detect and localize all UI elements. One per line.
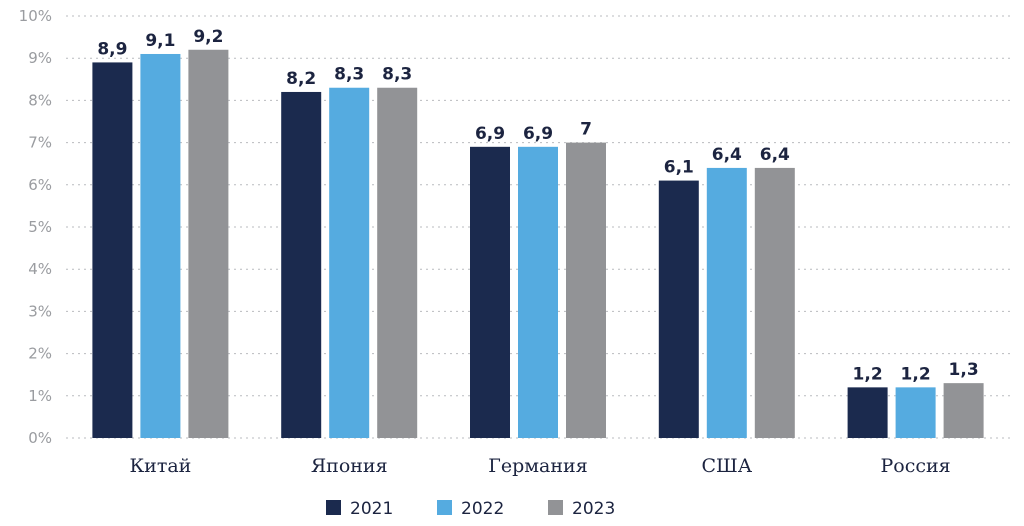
bar-2022: [140, 53, 181, 438]
category-label: Россия: [881, 455, 951, 477]
y-tick-label: 6%: [28, 176, 52, 194]
bar-2023: [377, 87, 418, 439]
bar-2022: [895, 387, 936, 438]
y-tick-label: 2%: [28, 345, 52, 363]
bar-2021: [658, 180, 699, 438]
value-label: 8,3: [382, 65, 412, 85]
y-tick-label: 1%: [28, 387, 52, 405]
category-label: Китай: [129, 455, 191, 477]
y-tick-label: 9%: [28, 49, 52, 67]
value-label: 1,2: [901, 364, 931, 384]
bar-2023: [566, 142, 606, 438]
bar-2022: [329, 87, 370, 439]
bar-2022: [518, 146, 558, 438]
bar-2021: [847, 387, 888, 438]
bar-2021: [470, 146, 510, 438]
y-axis-ticks: 0% 1% 2% 3% 4% 5% 6% 7% 8% 9% 10%: [19, 7, 52, 447]
legend-swatch-2023: [548, 500, 563, 515]
category-labels: Китай Япония Германия США Россия: [129, 455, 950, 477]
value-labels: 8,9 9,1 9,2 8,2 8,3 8,3 6,9 6,9 7 6,1 6,4 6,4 1,2 1,2…: [97, 27, 978, 385]
value-label: 7: [580, 120, 592, 140]
value-label: 6,1: [664, 158, 694, 178]
legend: 2021 2022 2023: [326, 499, 615, 519]
bar-2023: [943, 383, 984, 438]
value-label: 6,4: [712, 145, 742, 165]
value-label: 9,2: [193, 27, 223, 47]
legend-swatch-2021: [326, 500, 341, 515]
bars: [92, 49, 984, 439]
legend-label: 2023: [572, 499, 615, 519]
value-label: 6,4: [760, 145, 790, 165]
y-tick-label: 3%: [28, 302, 52, 320]
legend-label: 2022: [461, 499, 504, 519]
bar-2021: [92, 62, 133, 439]
category-label: США: [701, 455, 752, 477]
bar-2022: [706, 167, 747, 439]
value-label: 1,3: [949, 360, 979, 380]
y-tick-label: 4%: [28, 260, 52, 278]
y-tick-label: 7%: [28, 134, 52, 152]
bar-2023: [754, 167, 795, 439]
value-label: 8,3: [334, 65, 364, 85]
value-label: 1,2: [853, 364, 883, 384]
legend-swatch-2022: [437, 500, 452, 515]
bar-2021: [281, 91, 322, 439]
value-label: 6,9: [523, 124, 553, 144]
y-tick-label: 5%: [28, 218, 52, 236]
category-label: Германия: [488, 455, 587, 477]
bar-2023: [188, 49, 229, 438]
value-label: 8,2: [286, 69, 316, 89]
value-label: 8,9: [97, 39, 127, 59]
y-tick-label: 0%: [28, 429, 52, 447]
y-tick-label: 8%: [28, 91, 52, 109]
value-label: 9,1: [145, 31, 175, 51]
value-label: 6,9: [475, 124, 505, 144]
y-tick-label: 10%: [19, 7, 52, 25]
legend-label: 2021: [350, 499, 393, 519]
category-label: Япония: [311, 455, 388, 477]
